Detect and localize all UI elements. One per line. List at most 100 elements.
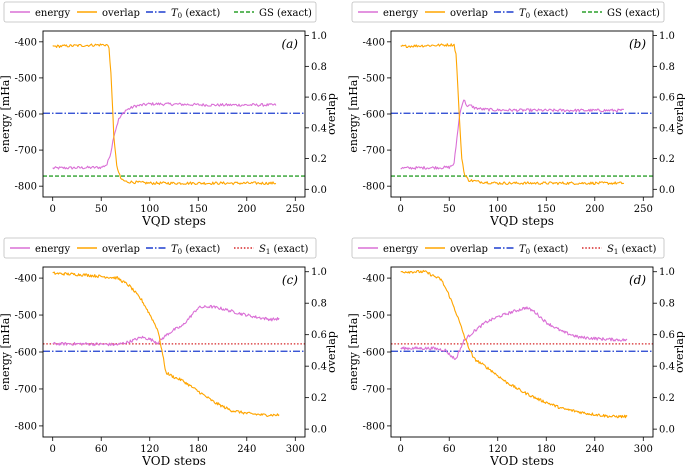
legend-label: overlap — [450, 8, 488, 19]
y-axis-label-right: overlap — [673, 331, 685, 373]
y-tick-label-left: -500 — [15, 311, 37, 322]
panel-tag: (c) — [282, 273, 298, 287]
y-tick-label-right: 1.0 — [659, 31, 675, 42]
legend-label: energy — [35, 244, 70, 255]
overlap-series — [52, 43, 277, 186]
y-tick-label-left: -400 — [363, 274, 385, 285]
legend-label: S1 (exact) — [607, 244, 657, 256]
x-tick-label: 180 — [189, 444, 208, 455]
y-tick-label-right: 0.6 — [659, 93, 675, 104]
y-tick-label-left: -400 — [15, 274, 37, 285]
y-tick-label-right: 0.0 — [311, 425, 327, 436]
x-tick-label: 200 — [585, 204, 604, 215]
overlap-series — [400, 269, 628, 419]
x-tick-label: 100 — [140, 204, 159, 215]
y-tick-label-left: -600 — [15, 110, 37, 121]
y-tick-label-right: 0.6 — [311, 330, 327, 341]
x-tick-label: 120 — [488, 444, 507, 455]
legend-label: energy — [35, 8, 70, 19]
y-axis-label-right: overlap — [325, 93, 338, 135]
axes-frame — [390, 30, 654, 198]
energy-series — [400, 99, 624, 170]
y-tick-label-left: -500 — [363, 73, 385, 84]
axes-frame — [390, 266, 654, 438]
panel-3: energy overlap T0 (exact) S1 (exact) 0 60 120 1… — [0, 237, 338, 465]
x-tick-label: 240 — [585, 444, 604, 455]
x-tick-label: 150 — [189, 204, 208, 215]
y-tick-label-right: 0.8 — [659, 299, 675, 310]
legend-label: overlap — [102, 244, 140, 255]
y-tick-label-left: -800 — [363, 182, 385, 193]
y-tick-label-left: -600 — [363, 110, 385, 121]
y-tick-label-left: -400 — [15, 37, 37, 48]
y-tick-label-right: 0.0 — [659, 425, 675, 436]
y-tick-label-right: 0.4 — [311, 123, 327, 134]
y-tick-label-left: -600 — [15, 348, 37, 359]
y-tick-label-left: -800 — [15, 421, 37, 432]
y-tick-label-left: -800 — [363, 421, 385, 432]
x-tick-label: 120 — [140, 444, 159, 455]
y-tick-label-right: 0.8 — [311, 299, 327, 310]
x-axis-label: VQD steps — [141, 214, 206, 228]
y-tick-label-left: -700 — [363, 384, 385, 395]
legend-label: energy — [383, 8, 418, 19]
y-axis-label-left: energy [mHa] — [347, 75, 360, 152]
y-tick-label-right: 1.0 — [311, 267, 327, 278]
legend: energy overlap T0 (exact) GS (exact) — [3, 1, 317, 23]
legend: energy overlap T0 (exact) GS (exact) — [351, 1, 665, 23]
y-tick-label-left: -500 — [15, 73, 37, 84]
x-tick-label: 60 — [95, 444, 108, 455]
y-tick-label-right: 0.4 — [659, 123, 675, 134]
legend: energy overlap T0 (exact) S1 (exact) — [351, 237, 665, 259]
panel-tag: (a) — [281, 37, 298, 51]
legend-label: energy — [383, 244, 418, 255]
axes-frame — [42, 30, 306, 198]
y-tick-label-left: -500 — [363, 311, 385, 322]
y-axis-label-left: energy [mHa] — [347, 313, 360, 390]
y-tick-label-right: 0.8 — [659, 62, 675, 73]
y-tick-label-right: 0.0 — [311, 185, 327, 196]
y-tick-label-left: -700 — [363, 146, 385, 157]
x-tick-label: 250 — [286, 204, 305, 215]
y-tick-label-left: -700 — [15, 384, 37, 395]
y-axis-label-right: overlap — [325, 331, 338, 373]
y-tick-label-right: 0.2 — [311, 154, 327, 165]
y-tick-label-left: -400 — [363, 37, 385, 48]
x-axis-label: VQD steps — [141, 454, 206, 465]
x-tick-label: 240 — [237, 444, 256, 455]
x-tick-label: 200 — [237, 204, 256, 215]
x-tick-label: 0 — [398, 444, 404, 455]
x-tick-label: 0 — [50, 444, 56, 455]
x-tick-label: 50 — [443, 204, 456, 215]
legend-label: T0 (exact) — [519, 8, 568, 20]
y-tick-label-left: -700 — [15, 146, 37, 157]
y-tick-label-right: 0.2 — [311, 393, 327, 404]
x-tick-label: 150 — [537, 204, 556, 215]
y-tick-label-right: 0.0 — [659, 185, 675, 196]
overlap-series — [400, 43, 625, 186]
x-axis-label: VQD steps — [489, 214, 554, 228]
legend-label: GS (exact) — [607, 8, 660, 19]
legend-label: S1 (exact) — [259, 244, 309, 256]
energy-series — [400, 306, 628, 361]
legend-label: T0 (exact) — [519, 244, 568, 256]
energy-series — [52, 304, 280, 347]
y-axis-label-left: energy [mHa] — [0, 313, 12, 390]
y-tick-label-right: 1.0 — [659, 267, 675, 278]
panel-tag: (b) — [629, 37, 646, 51]
legend-label: overlap — [102, 8, 140, 19]
legend-label: GS (exact) — [259, 8, 312, 19]
legend: energy overlap T0 (exact) S1 (exact) — [3, 237, 317, 259]
panel-2: energy overlap T0 (exact) GS (exact) 0 50 100 1… — [347, 1, 685, 228]
energy-series — [52, 102, 277, 170]
legend-label: T0 (exact) — [171, 8, 220, 20]
y-tick-label-right: 0.8 — [311, 62, 327, 73]
y-tick-label-right: 0.2 — [659, 393, 675, 404]
axes-frame — [42, 266, 306, 438]
y-tick-label-left: -800 — [15, 182, 37, 193]
x-tick-label: 0 — [398, 204, 404, 215]
x-tick-label: 300 — [286, 444, 305, 455]
y-tick-label-right: 1.0 — [311, 31, 327, 42]
panel-1: energy overlap T0 (exact) GS (exact) 0 50 100 1… — [0, 1, 338, 228]
